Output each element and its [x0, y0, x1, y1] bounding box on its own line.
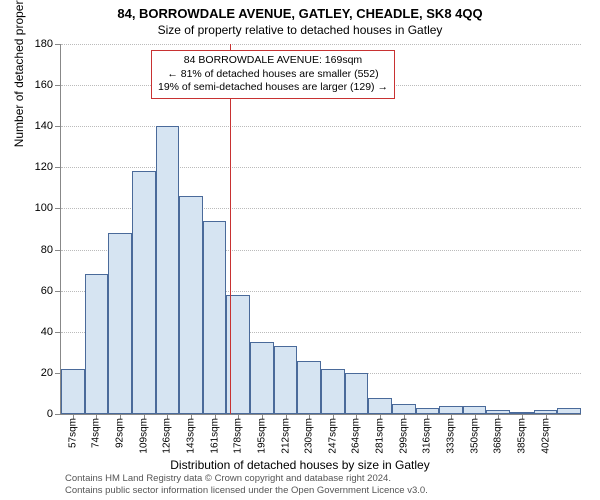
x-tick-label: 368sqm [493, 418, 504, 454]
y-axis-title: Number of detached properties [12, 0, 26, 147]
x-tick-label: 74sqm [91, 418, 102, 448]
x-tick-label: 247sqm [327, 418, 338, 454]
y-tick-label: 120 [35, 161, 53, 173]
x-tick-label: 212sqm [280, 418, 291, 454]
x-tick-label: 316sqm [422, 418, 433, 454]
histogram-bar [439, 406, 463, 414]
callout-reference-line [230, 44, 231, 414]
x-tick-label: 109sqm [138, 418, 149, 454]
page-subtitle: Size of property relative to detached ho… [0, 21, 600, 37]
x-tick-label: 126sqm [162, 418, 173, 454]
footer-line-1: Contains HM Land Registry data © Crown c… [65, 473, 428, 484]
histogram-bar [368, 398, 392, 414]
histogram-bar [132, 171, 156, 414]
histogram-bar [297, 361, 321, 414]
histogram-bar [321, 369, 345, 414]
y-tick-label: 100 [35, 202, 53, 214]
y-tick-label: 20 [41, 367, 53, 379]
y-tick [55, 167, 61, 168]
x-tick-label: 299sqm [398, 418, 409, 454]
histogram-bar [557, 408, 581, 414]
histogram-bar [463, 406, 487, 414]
x-tick-label: 195sqm [256, 418, 267, 454]
grid-line [61, 126, 581, 127]
histogram-bar [345, 373, 369, 414]
y-tick-label: 0 [47, 408, 53, 420]
y-tick-label: 40 [41, 326, 53, 338]
y-tick [55, 44, 61, 45]
y-tick [55, 208, 61, 209]
chart-plot-area: 02040608010012014016018057sqm74sqm92sqm1… [60, 44, 581, 415]
y-tick-label: 160 [35, 79, 53, 91]
y-tick-label: 60 [41, 285, 53, 297]
y-tick [55, 85, 61, 86]
x-tick-label: 161sqm [209, 418, 220, 454]
footer-attribution: Contains HM Land Registry data © Crown c… [65, 473, 428, 496]
x-tick-label: 178sqm [233, 418, 244, 454]
x-tick-label: 350sqm [469, 418, 480, 454]
y-tick [55, 291, 61, 292]
x-tick-label: 143sqm [186, 418, 197, 454]
histogram-bar [85, 274, 109, 414]
histogram-bar [108, 233, 132, 414]
callout-line-0: 84 BORROWDALE AVENUE: 169sqm [158, 54, 388, 68]
y-tick-label: 180 [35, 38, 53, 50]
histogram-bar [250, 342, 274, 414]
x-tick-label: 385sqm [516, 418, 527, 454]
histogram-bar [156, 126, 180, 414]
callout-line-2: 19% of semi-detached houses are larger (… [158, 81, 388, 95]
x-tick-label: 230sqm [304, 418, 315, 454]
x-tick-label: 264sqm [351, 418, 362, 454]
x-tick-label: 333sqm [446, 418, 457, 454]
x-tick-label: 57sqm [67, 418, 78, 448]
grid-line [61, 167, 581, 168]
x-tick-label: 92sqm [115, 418, 126, 448]
histogram-bar [392, 404, 416, 414]
callout-box: 84 BORROWDALE AVENUE: 169sqm← 81% of det… [151, 50, 395, 99]
y-tick-label: 80 [41, 244, 53, 256]
histogram-bar [274, 346, 298, 414]
histogram-bar [61, 369, 85, 414]
footer-line-2: Contains public sector information licen… [65, 485, 428, 496]
histogram-bar [179, 196, 203, 414]
x-axis-title: Distribution of detached houses by size … [0, 458, 600, 472]
x-tick-label: 402sqm [540, 418, 551, 454]
y-tick [55, 126, 61, 127]
chart-container: 84, BORROWDALE AVENUE, GATLEY, CHEADLE, … [0, 0, 600, 500]
histogram-bar [203, 221, 227, 414]
x-tick-label: 281sqm [375, 418, 386, 454]
page-title: 84, BORROWDALE AVENUE, GATLEY, CHEADLE, … [0, 0, 600, 21]
y-tick-label: 140 [35, 120, 53, 132]
grid-line [61, 44, 581, 45]
y-tick [55, 250, 61, 251]
y-tick [55, 414, 61, 415]
y-tick [55, 332, 61, 333]
callout-line-1: ← 81% of detached houses are smaller (55… [158, 68, 388, 82]
